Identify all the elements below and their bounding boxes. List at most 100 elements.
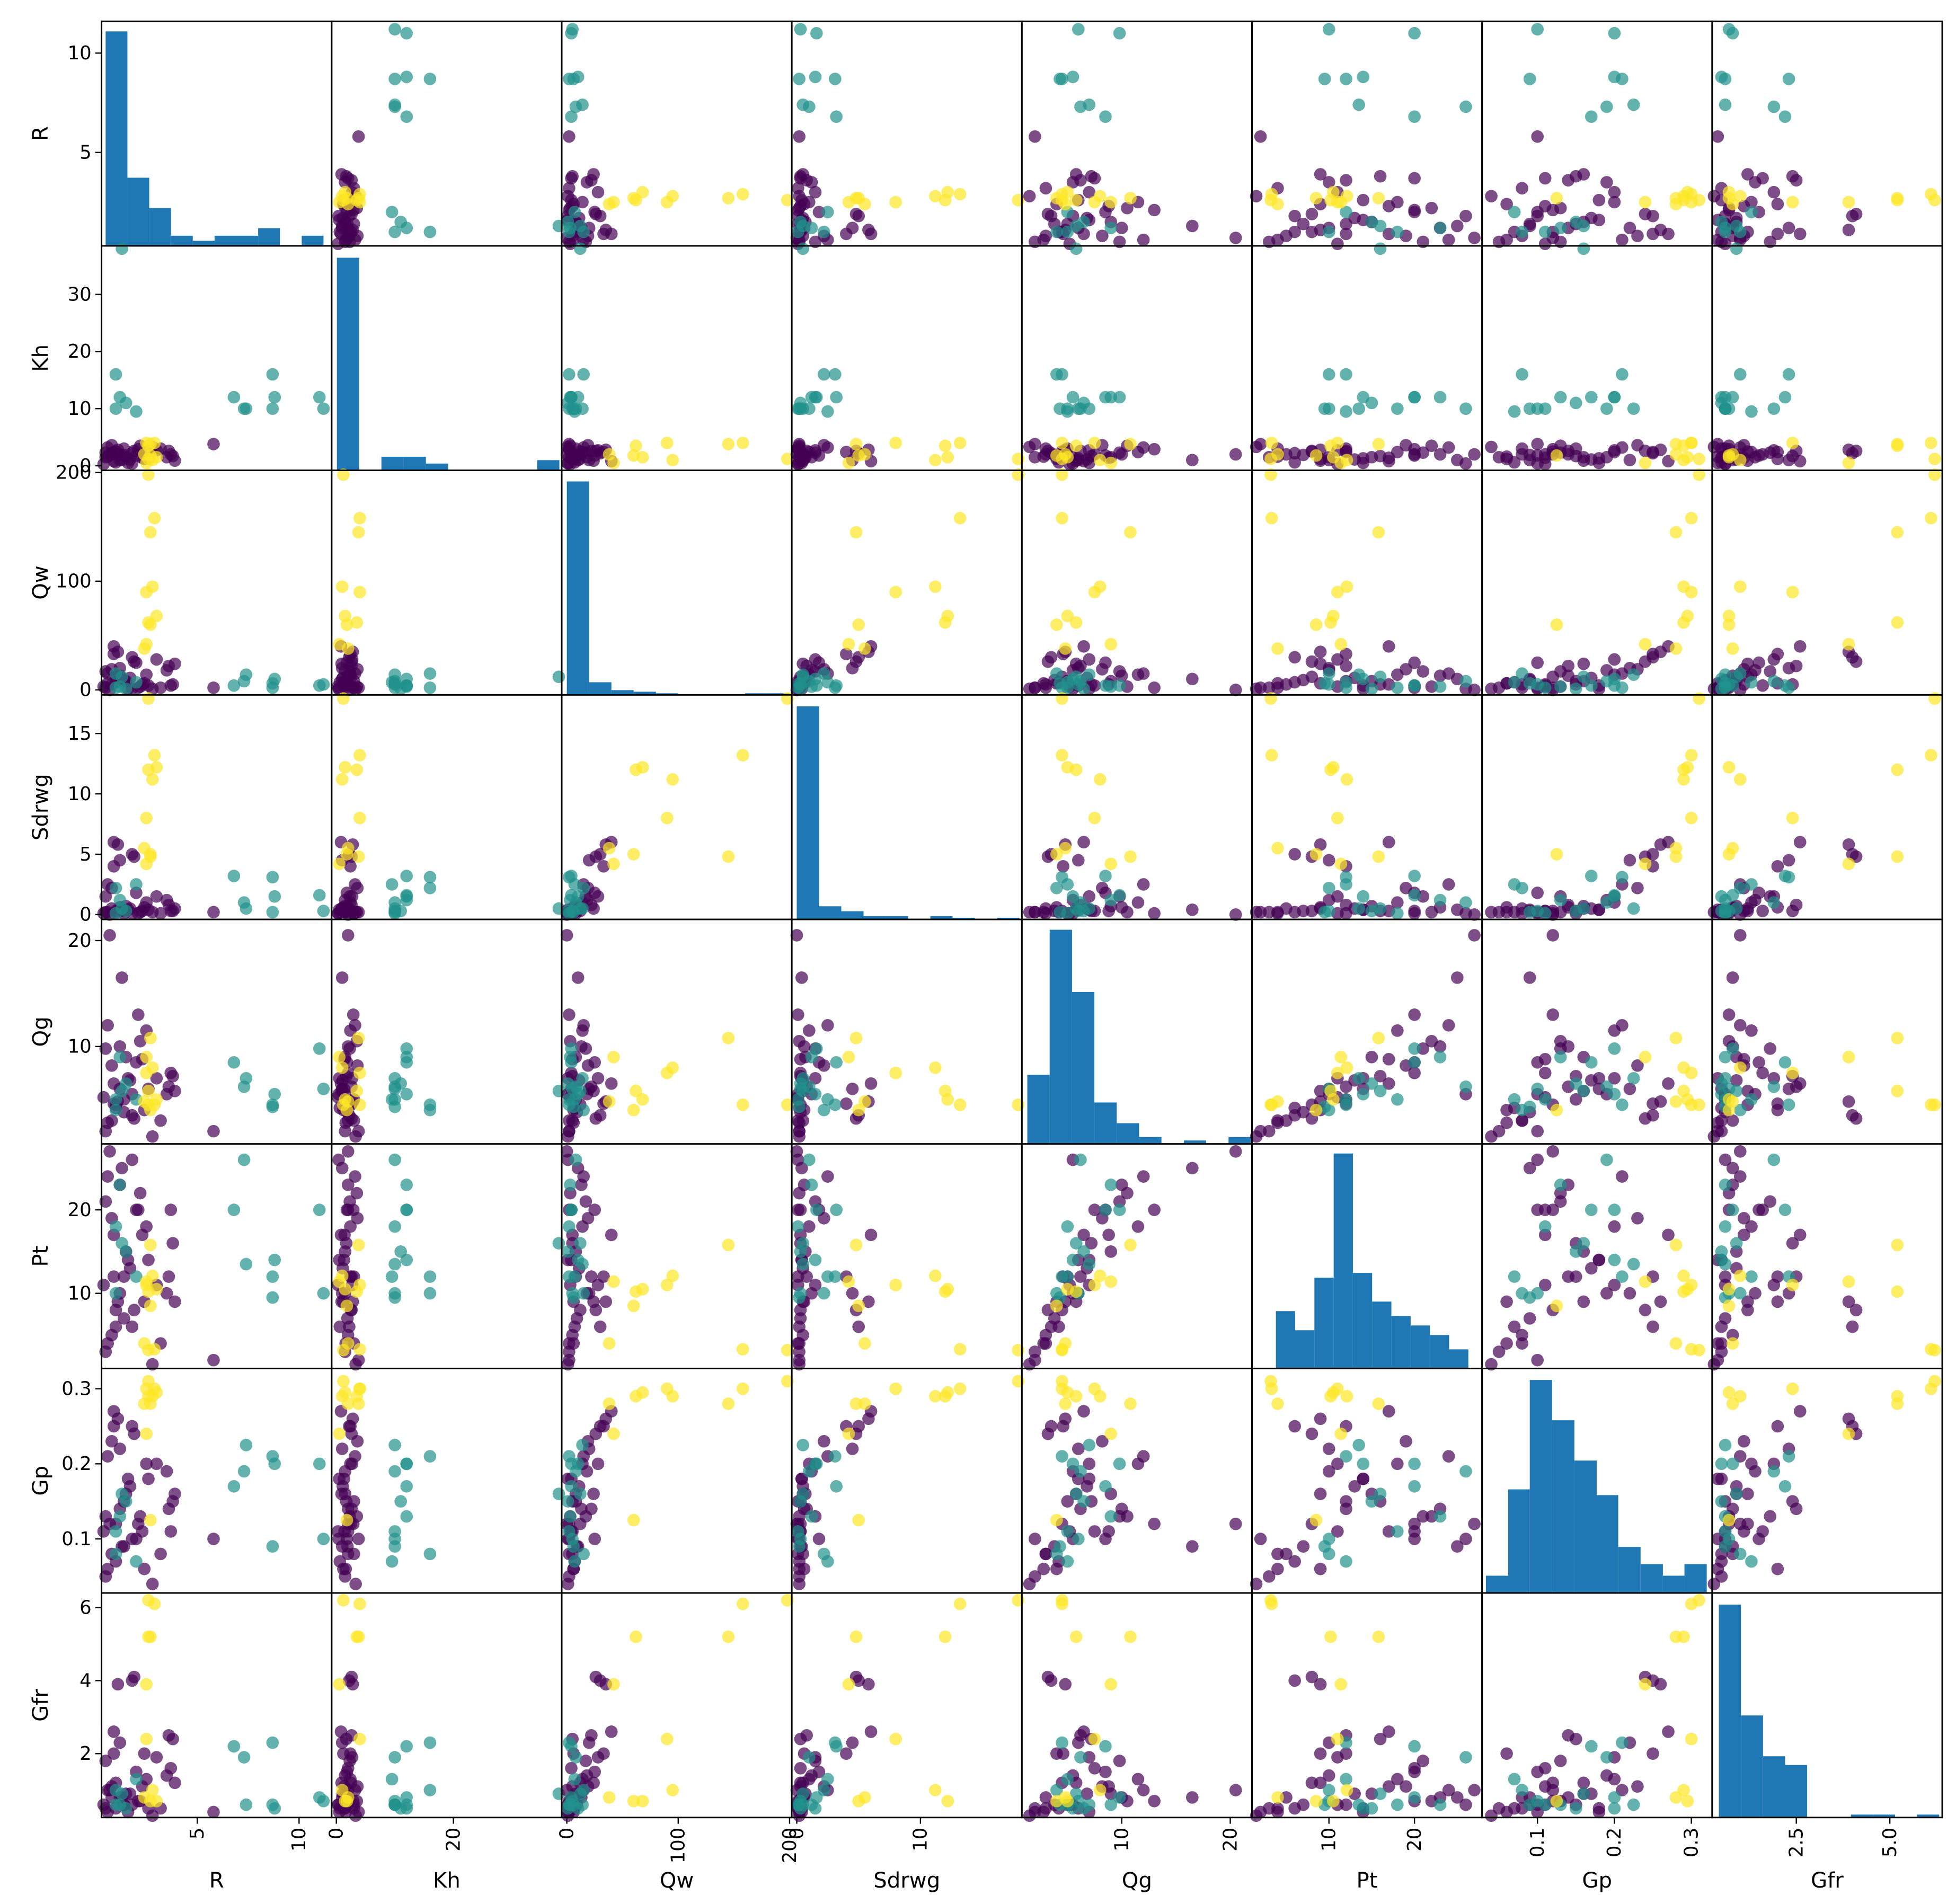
scatter-point bbox=[1104, 857, 1118, 871]
scatter-point bbox=[1340, 1773, 1352, 1786]
scatter-point bbox=[858, 642, 871, 655]
scatter-point bbox=[1262, 1570, 1276, 1583]
scatter-point bbox=[1715, 1472, 1728, 1485]
scatter-point bbox=[1726, 1203, 1739, 1216]
scatter-point bbox=[1733, 580, 1747, 593]
scatter-point bbox=[423, 73, 437, 85]
scatter-point bbox=[1074, 1729, 1087, 1742]
scatter-point bbox=[317, 402, 330, 415]
scatter-point bbox=[597, 1747, 610, 1760]
scatter-point bbox=[138, 642, 151, 655]
scatter-point bbox=[794, 200, 807, 212]
scatter-point bbox=[1719, 402, 1732, 415]
scatter-point bbox=[1631, 881, 1644, 895]
scatter-point bbox=[344, 860, 357, 873]
scatter-point bbox=[1608, 196, 1621, 209]
scatter-point bbox=[569, 1751, 582, 1764]
scatter-point bbox=[1077, 1245, 1090, 1258]
scatter-point bbox=[353, 512, 366, 525]
scatter-point bbox=[1500, 198, 1513, 210]
scatter-point bbox=[563, 402, 576, 415]
scatter-point bbox=[240, 402, 253, 415]
scatter-point bbox=[1096, 663, 1109, 676]
scatter-point bbox=[1365, 396, 1378, 410]
scatter-point bbox=[1037, 233, 1050, 246]
scatter-point bbox=[781, 1594, 794, 1607]
scatter-point bbox=[1374, 1069, 1387, 1083]
hist-bar bbox=[1508, 1489, 1530, 1593]
scatter-point bbox=[1569, 682, 1582, 695]
scatter-point bbox=[150, 653, 163, 666]
scatter-point bbox=[138, 448, 151, 461]
scatter-point bbox=[353, 1066, 366, 1079]
scatter-point bbox=[1737, 1212, 1750, 1225]
scatter-point bbox=[1891, 1285, 1904, 1298]
scatter-point bbox=[164, 1525, 178, 1538]
scatter-point bbox=[1408, 1066, 1421, 1079]
scatter-point bbox=[1924, 188, 1937, 201]
scatter-point bbox=[99, 1510, 112, 1523]
scatter-point bbox=[128, 1304, 140, 1316]
scatter-point bbox=[630, 1630, 642, 1643]
scatter-point bbox=[1069, 1285, 1083, 1298]
scatter-point bbox=[607, 1050, 620, 1064]
scatter-point bbox=[1924, 749, 1937, 762]
scatter-point bbox=[1608, 1042, 1621, 1055]
scatter-point bbox=[166, 678, 179, 691]
scatter-point bbox=[1072, 854, 1085, 867]
scatter-point bbox=[1400, 439, 1412, 451]
scatter-point bbox=[353, 1597, 366, 1610]
scatter-point bbox=[1023, 1578, 1036, 1590]
scatter-point bbox=[1531, 1124, 1544, 1138]
scatter-point bbox=[1669, 448, 1683, 461]
scatter-point bbox=[1627, 1071, 1640, 1085]
scatter-point bbox=[630, 439, 642, 453]
scatter-point bbox=[736, 1382, 749, 1395]
x-tick-label: 2.5 bbox=[1785, 1828, 1807, 1857]
scatter-point bbox=[802, 1220, 816, 1233]
hist-bar bbox=[1228, 1137, 1251, 1144]
scatter-point bbox=[1099, 1203, 1112, 1216]
scatter-point bbox=[1186, 672, 1199, 686]
scatter-point bbox=[1417, 1510, 1430, 1523]
scatter-point bbox=[1137, 1784, 1150, 1796]
scatter-point bbox=[587, 1487, 600, 1500]
scatter-point bbox=[1569, 1245, 1582, 1258]
scatter-point bbox=[207, 1124, 220, 1138]
scatter-point bbox=[1077, 682, 1090, 695]
scatter-point bbox=[796, 98, 809, 111]
scatter-point bbox=[268, 1087, 281, 1101]
scatter-point bbox=[1842, 1412, 1855, 1425]
scatter-point bbox=[607, 1678, 620, 1691]
scatter-point bbox=[1647, 648, 1659, 661]
scatter-point bbox=[1137, 878, 1150, 891]
scatter-point bbox=[565, 1457, 578, 1471]
scatter-point bbox=[941, 1794, 954, 1808]
scatter-point bbox=[1928, 453, 1941, 465]
scatter-point bbox=[1066, 391, 1079, 404]
scatter-point bbox=[1711, 1562, 1724, 1575]
scatter-point bbox=[660, 1279, 674, 1291]
scatter-point bbox=[1250, 906, 1263, 919]
scatter-point bbox=[1562, 1270, 1575, 1283]
scatter-point bbox=[1229, 232, 1242, 244]
scatter-point bbox=[350, 1084, 364, 1097]
scatter-point bbox=[1382, 836, 1395, 849]
scatter-point bbox=[1334, 857, 1348, 871]
scatter-point bbox=[1425, 201, 1438, 215]
scatter-point bbox=[889, 586, 902, 599]
scatter-point bbox=[563, 1220, 576, 1233]
scatter-point bbox=[821, 1093, 834, 1106]
scatter-point bbox=[1771, 446, 1784, 458]
scatter-point bbox=[388, 1291, 401, 1304]
y-tick-label: 30 bbox=[68, 284, 92, 305]
scatter-point bbox=[1778, 870, 1792, 882]
scatter-point bbox=[1408, 679, 1421, 692]
scatter-point bbox=[953, 1382, 967, 1395]
scatter-point bbox=[1186, 219, 1199, 233]
scatter-point bbox=[1057, 1420, 1069, 1433]
scatter-point bbox=[146, 1130, 159, 1143]
scatter-point bbox=[1391, 402, 1404, 415]
scatter-point bbox=[1577, 670, 1590, 684]
scatter-point bbox=[1508, 878, 1521, 891]
